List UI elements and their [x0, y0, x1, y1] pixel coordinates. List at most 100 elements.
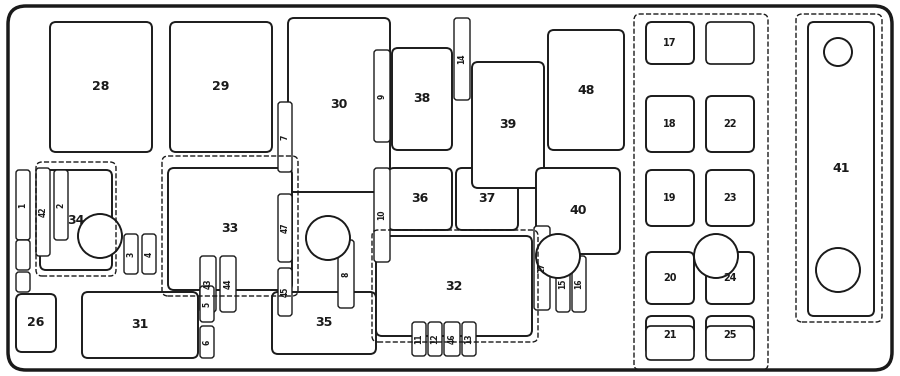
FancyBboxPatch shape [706, 326, 754, 360]
Text: 17: 17 [663, 38, 677, 48]
FancyBboxPatch shape [534, 226, 550, 310]
FancyBboxPatch shape [16, 272, 30, 292]
Text: 48: 48 [577, 83, 595, 97]
FancyBboxPatch shape [388, 168, 452, 230]
FancyBboxPatch shape [646, 326, 694, 360]
Text: 22: 22 [724, 119, 737, 129]
FancyBboxPatch shape [646, 96, 694, 152]
FancyBboxPatch shape [462, 322, 476, 356]
Text: 18: 18 [663, 119, 677, 129]
FancyBboxPatch shape [200, 326, 214, 358]
Text: 25: 25 [724, 330, 737, 340]
FancyBboxPatch shape [646, 252, 694, 304]
FancyBboxPatch shape [444, 322, 460, 356]
FancyBboxPatch shape [170, 22, 272, 152]
Text: 42: 42 [39, 207, 48, 217]
Text: 23: 23 [724, 193, 737, 203]
FancyBboxPatch shape [278, 102, 292, 172]
FancyBboxPatch shape [556, 256, 570, 312]
Text: 28: 28 [93, 80, 110, 94]
FancyBboxPatch shape [16, 170, 30, 240]
FancyBboxPatch shape [16, 294, 56, 352]
Text: 45: 45 [281, 287, 290, 297]
FancyBboxPatch shape [454, 18, 470, 100]
FancyBboxPatch shape [646, 170, 694, 226]
FancyBboxPatch shape [338, 240, 354, 308]
FancyBboxPatch shape [374, 50, 390, 142]
Text: 26: 26 [27, 317, 45, 329]
FancyBboxPatch shape [142, 234, 156, 274]
FancyBboxPatch shape [50, 22, 152, 152]
Text: 14: 14 [457, 54, 466, 64]
FancyBboxPatch shape [472, 62, 544, 188]
FancyBboxPatch shape [200, 286, 214, 322]
Circle shape [536, 234, 580, 278]
FancyBboxPatch shape [16, 240, 30, 270]
FancyBboxPatch shape [456, 168, 518, 230]
Text: 40: 40 [569, 205, 587, 217]
FancyBboxPatch shape [646, 22, 694, 64]
Text: 12: 12 [430, 334, 439, 344]
FancyBboxPatch shape [288, 18, 390, 192]
FancyBboxPatch shape [54, 170, 68, 240]
FancyBboxPatch shape [272, 292, 376, 354]
FancyBboxPatch shape [392, 48, 452, 150]
Text: 19: 19 [663, 193, 677, 203]
FancyBboxPatch shape [36, 168, 50, 256]
Text: 38: 38 [413, 92, 430, 106]
FancyBboxPatch shape [646, 316, 694, 354]
Text: 9: 9 [377, 93, 386, 99]
Text: 39: 39 [500, 118, 517, 132]
Text: 41: 41 [832, 162, 850, 176]
Text: 10: 10 [377, 210, 386, 220]
Text: 33: 33 [221, 223, 239, 235]
Text: 20: 20 [663, 273, 677, 283]
FancyBboxPatch shape [376, 236, 532, 336]
Text: 36: 36 [411, 193, 428, 206]
FancyBboxPatch shape [572, 256, 586, 312]
Text: 1: 1 [19, 202, 28, 208]
FancyBboxPatch shape [808, 22, 874, 316]
Text: 34: 34 [68, 214, 85, 226]
Text: 7: 7 [281, 134, 290, 140]
FancyBboxPatch shape [706, 170, 754, 226]
Text: 11: 11 [415, 334, 424, 344]
FancyBboxPatch shape [40, 170, 112, 270]
Text: 35: 35 [315, 317, 333, 329]
Text: 46: 46 [447, 334, 456, 344]
Text: 29: 29 [212, 80, 230, 94]
Text: 6: 6 [202, 340, 211, 345]
FancyBboxPatch shape [706, 96, 754, 152]
Text: 8: 8 [341, 271, 350, 277]
FancyBboxPatch shape [278, 194, 292, 262]
FancyBboxPatch shape [8, 6, 892, 370]
FancyBboxPatch shape [374, 168, 390, 262]
Text: 4: 4 [145, 252, 154, 257]
FancyBboxPatch shape [706, 22, 754, 64]
Text: 3: 3 [127, 252, 136, 257]
FancyBboxPatch shape [536, 168, 620, 254]
FancyBboxPatch shape [428, 322, 442, 356]
Circle shape [306, 216, 350, 260]
Text: 16: 16 [574, 279, 583, 289]
Circle shape [816, 248, 860, 292]
Text: 21: 21 [663, 330, 677, 340]
Circle shape [694, 234, 738, 278]
FancyBboxPatch shape [412, 322, 426, 356]
Circle shape [78, 214, 122, 258]
Text: 37: 37 [478, 193, 496, 206]
Text: 5: 5 [202, 302, 211, 306]
FancyBboxPatch shape [168, 168, 292, 290]
Text: 15: 15 [559, 279, 568, 289]
Text: 2: 2 [57, 202, 66, 208]
FancyBboxPatch shape [82, 292, 198, 358]
Text: 43: 43 [203, 279, 212, 289]
Circle shape [824, 38, 852, 66]
Text: 32: 32 [446, 279, 463, 293]
Text: 24: 24 [724, 273, 737, 283]
FancyBboxPatch shape [200, 256, 216, 312]
Text: 44: 44 [223, 279, 232, 289]
FancyBboxPatch shape [124, 234, 138, 274]
Text: 47: 47 [281, 223, 290, 233]
Text: 13: 13 [464, 334, 473, 344]
